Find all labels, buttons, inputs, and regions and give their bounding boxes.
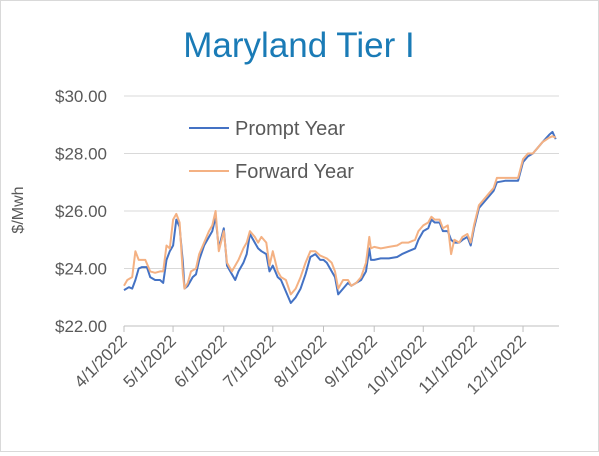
x-tick-label: 8/1/2022 [270, 331, 330, 391]
series-line-forward-year [123, 135, 557, 296]
chart-title: Maryland Tier I [183, 26, 414, 65]
legend-label: Forward Year [235, 161, 354, 183]
legend: Prompt Year Forward Year [189, 118, 354, 183]
y-tick-label: $24.00 [55, 260, 107, 279]
y-tick-label: $28.00 [55, 145, 107, 164]
series-lines [123, 130, 557, 304]
x-tick-label: 5/1/2022 [120, 331, 180, 391]
x-axis: 4/1/20225/1/20226/1/20227/1/20228/1/2022… [71, 325, 559, 398]
y-tick-label: $30.00 [55, 87, 107, 106]
x-tick-label: 6/1/2022 [170, 331, 230, 391]
legend-label: Prompt Year [235, 118, 345, 140]
x-tick-label: 7/1/2022 [219, 331, 279, 391]
y-tick-label: $22.00 [55, 317, 107, 336]
y-axis-label: $/Mwh [10, 186, 27, 233]
y-tick-label: $26.00 [55, 202, 107, 221]
y-axis-ticks: $22.00 $24.00 $26.00 $28.00 $30.00 [55, 87, 107, 336]
x-tick-label: 4/1/2022 [71, 331, 131, 391]
